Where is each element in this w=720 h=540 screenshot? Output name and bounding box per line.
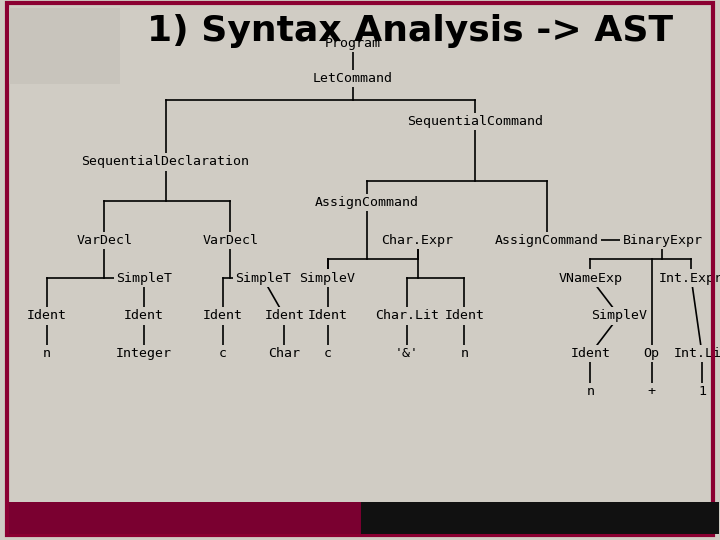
- Text: Program: Program: [325, 37, 381, 50]
- Text: LetCommand: LetCommand: [312, 72, 393, 85]
- Text: Ident: Ident: [307, 309, 348, 322]
- Text: c: c: [323, 347, 332, 360]
- Text: n: n: [586, 385, 595, 398]
- Text: VNameExp: VNameExp: [559, 272, 622, 285]
- Text: Ident: Ident: [264, 309, 305, 322]
- Text: Ident: Ident: [124, 309, 164, 322]
- Text: +: +: [647, 385, 656, 398]
- Text: c: c: [219, 347, 228, 360]
- Text: n: n: [460, 347, 469, 360]
- Text: ⚙: ⚙: [48, 11, 82, 49]
- Text: VarDecl: VarDecl: [202, 234, 258, 247]
- Text: Ident: Ident: [203, 309, 243, 322]
- Text: Char.Expr: Char.Expr: [382, 234, 454, 247]
- Text: UNIVERSITY OF SOUTH CAROLINA: UNIVERSITY OF SOUTH CAROLINA: [58, 513, 310, 526]
- Text: Department of Computer Science and
Engineering: Department of Computer Science and Engin…: [416, 505, 667, 534]
- Text: Char.Lit: Char.Lit: [375, 309, 438, 322]
- Text: 1) Syntax Analysis -> AST: 1) Syntax Analysis -> AST: [148, 14, 673, 48]
- Text: Integer: Integer: [116, 347, 172, 360]
- Text: SimpleT: SimpleT: [116, 272, 172, 285]
- Text: BinaryExpr: BinaryExpr: [622, 234, 703, 247]
- Text: SequentialCommand: SequentialCommand: [408, 115, 543, 128]
- Text: AssignCommand: AssignCommand: [495, 234, 599, 247]
- Text: Ident: Ident: [27, 309, 67, 322]
- Text: Char: Char: [269, 347, 300, 360]
- Text: Int.Expr: Int.Expr: [660, 272, 720, 285]
- Text: SimpleV: SimpleV: [300, 272, 356, 285]
- Text: Op: Op: [644, 347, 660, 360]
- Text: SimpleT: SimpleT: [235, 272, 291, 285]
- Text: Ident: Ident: [444, 309, 485, 322]
- Text: Int.Lit: Int.Lit: [674, 347, 720, 360]
- Text: SequentialDeclaration: SequentialDeclaration: [81, 156, 250, 168]
- Text: AssignCommand: AssignCommand: [315, 196, 419, 209]
- Text: 1: 1: [698, 385, 706, 398]
- Text: Ident: Ident: [570, 347, 611, 360]
- Text: '&': '&': [395, 347, 419, 360]
- Text: SimpleV: SimpleV: [591, 309, 647, 322]
- Text: VarDecl: VarDecl: [76, 234, 132, 247]
- Text: n: n: [42, 347, 51, 360]
